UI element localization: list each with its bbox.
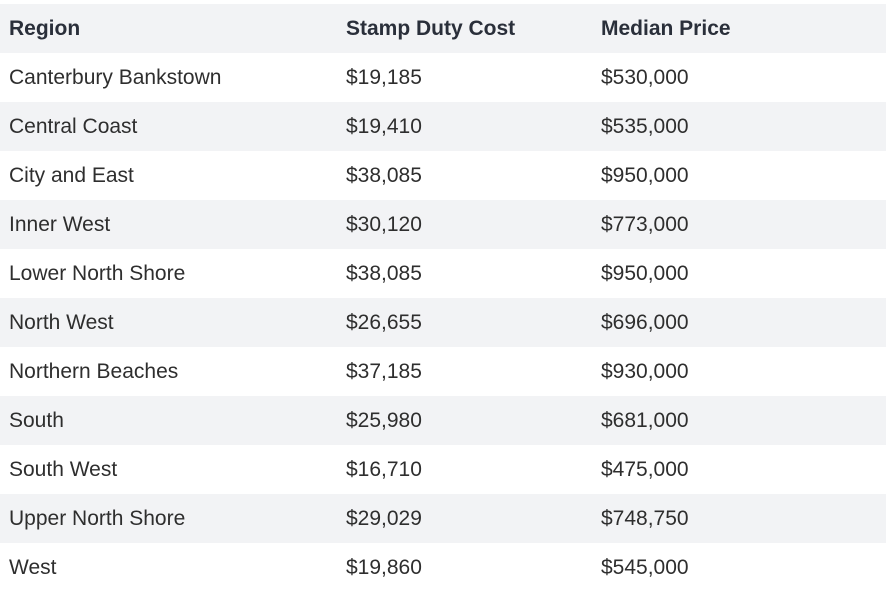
header-region: Region bbox=[9, 16, 81, 40]
cell-median-price: $545,000 bbox=[601, 555, 689, 579]
cell-stamp-duty-cost: $19,185 bbox=[346, 65, 422, 89]
cell-median-price: $950,000 bbox=[601, 163, 689, 187]
cell-region: Canterbury Bankstown bbox=[9, 65, 222, 89]
table-body: Canterbury Bankstown $19,185 $530,000 Ce… bbox=[0, 53, 886, 592]
cell-stamp-duty-cost: $29,029 bbox=[346, 506, 422, 530]
cell-stamp-duty-cost: $26,655 bbox=[346, 310, 422, 334]
table-row: West $19,860 $545,000 bbox=[0, 543, 886, 592]
cell-region: North West bbox=[9, 310, 114, 334]
cell-median-price: $475,000 bbox=[601, 457, 689, 481]
cell-region: South West bbox=[9, 457, 118, 481]
cell-median-price: $530,000 bbox=[601, 65, 689, 89]
cell-stamp-duty-cost: $19,410 bbox=[346, 114, 422, 138]
table-row: Canterbury Bankstown $19,185 $530,000 bbox=[0, 53, 886, 102]
cell-stamp-duty-cost: $16,710 bbox=[346, 457, 422, 481]
table-row: Inner West $30,120 $773,000 bbox=[0, 200, 886, 249]
cell-stamp-duty-cost: $19,860 bbox=[346, 555, 422, 579]
table-row: North West $26,655 $696,000 bbox=[0, 298, 886, 347]
header-stamp-duty-cost: Stamp Duty Cost bbox=[346, 16, 516, 40]
cell-median-price: $696,000 bbox=[601, 310, 689, 334]
cell-region: South bbox=[9, 408, 64, 432]
cell-stamp-duty-cost: $38,085 bbox=[346, 163, 422, 187]
cell-region: Northern Beaches bbox=[9, 359, 179, 383]
cell-region: Upper North Shore bbox=[9, 506, 186, 530]
stamp-duty-table-container: Region Stamp Duty Cost Median Price Cant… bbox=[0, 4, 886, 592]
cell-region: Lower North Shore bbox=[9, 261, 186, 285]
cell-stamp-duty-cost: $25,980 bbox=[346, 408, 422, 432]
cell-region: West bbox=[9, 555, 57, 579]
cell-stamp-duty-cost: $37,185 bbox=[346, 359, 422, 383]
table-row: Northern Beaches $37,185 $930,000 bbox=[0, 347, 886, 396]
cell-region: Central Coast bbox=[9, 114, 138, 138]
table-row: South West $16,710 $475,000 bbox=[0, 445, 886, 494]
cell-median-price: $681,000 bbox=[601, 408, 689, 432]
cell-median-price: $930,000 bbox=[601, 359, 689, 383]
cell-region: Inner West bbox=[9, 212, 111, 236]
cell-median-price: $950,000 bbox=[601, 261, 689, 285]
cell-stamp-duty-cost: $38,085 bbox=[346, 261, 422, 285]
table-row: City and East $38,085 $950,000 bbox=[0, 151, 886, 200]
header-median-price: Median Price bbox=[601, 16, 731, 40]
stamp-duty-table: Region Stamp Duty Cost Median Price Cant… bbox=[0, 4, 886, 592]
cell-median-price: $748,750 bbox=[601, 506, 689, 530]
cell-region: City and East bbox=[9, 163, 134, 187]
cell-median-price: $773,000 bbox=[601, 212, 689, 236]
cell-median-price: $535,000 bbox=[601, 114, 689, 138]
header-row: Region Stamp Duty Cost Median Price bbox=[0, 4, 886, 53]
table-row: Central Coast $19,410 $535,000 bbox=[0, 102, 886, 151]
table-header: Region Stamp Duty Cost Median Price bbox=[0, 4, 886, 53]
cell-stamp-duty-cost: $30,120 bbox=[346, 212, 422, 236]
table-row: South $25,980 $681,000 bbox=[0, 396, 886, 445]
table-row: Lower North Shore $38,085 $950,000 bbox=[0, 249, 886, 298]
table-row: Upper North Shore $29,029 $748,750 bbox=[0, 494, 886, 543]
